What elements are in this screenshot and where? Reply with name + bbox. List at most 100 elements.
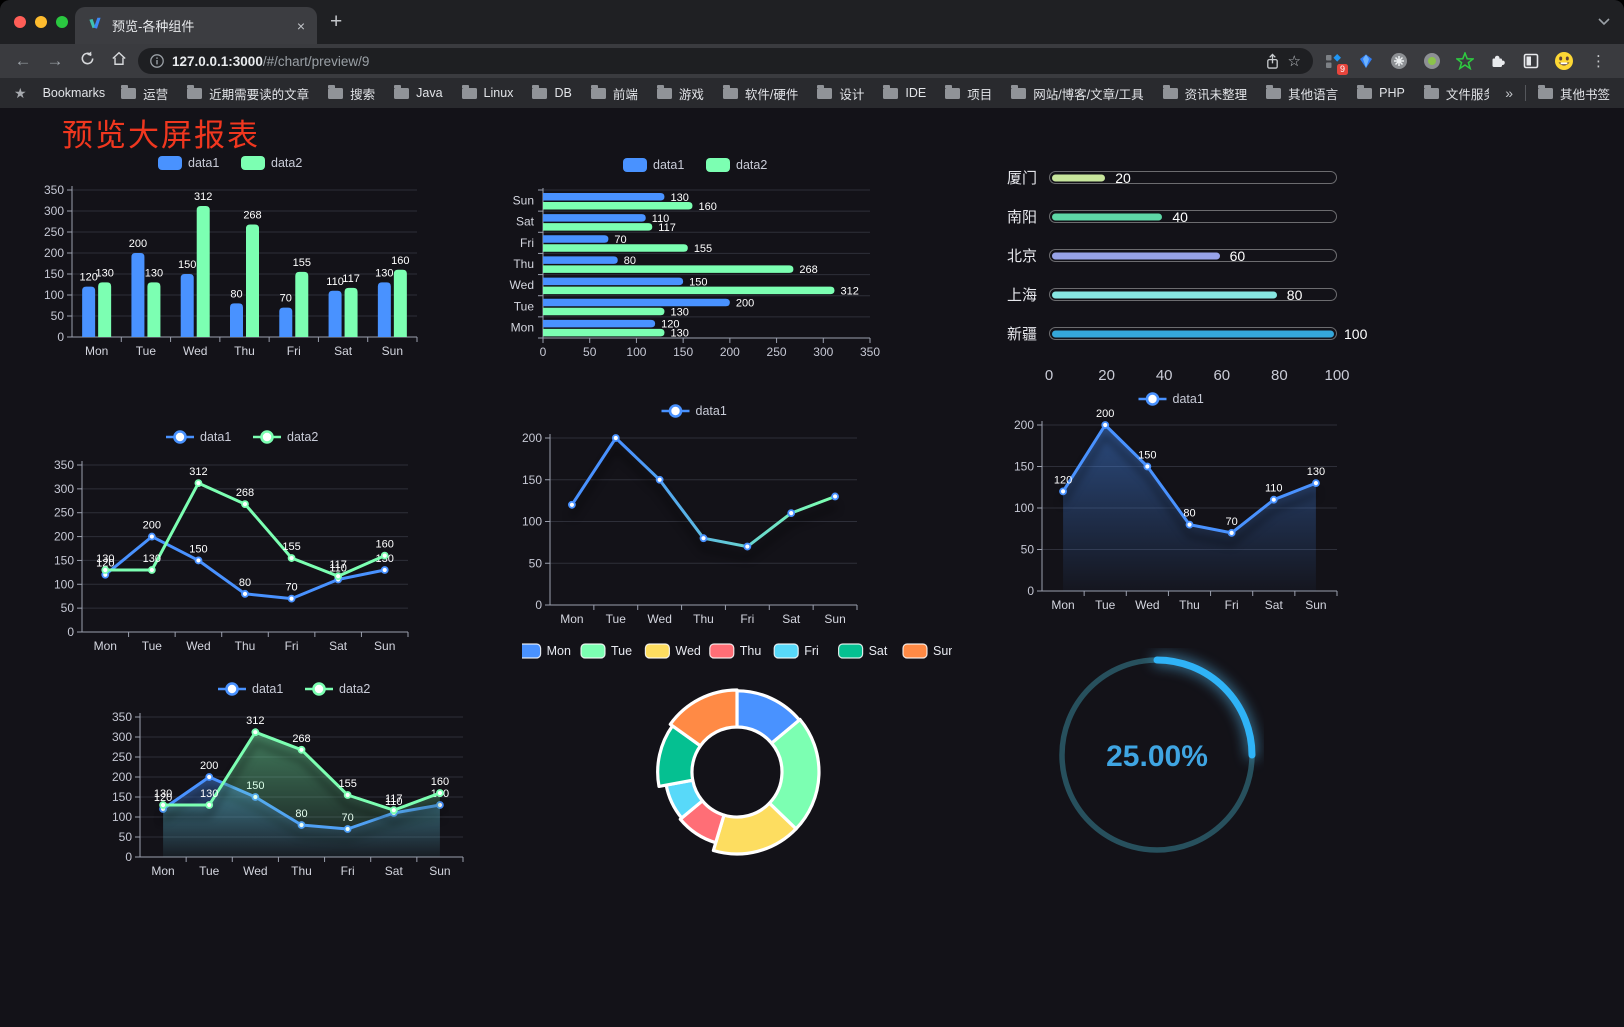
chart-line-two-series[interactable]: 0 50 100 150 200 250 300 350 Mon Tue Wed Thu Fri Sat S… xyxy=(42,423,422,658)
home-button[interactable] xyxy=(106,51,132,71)
folder-icon xyxy=(1162,84,1178,99)
command-extension-icon[interactable] xyxy=(1389,51,1409,71)
tab-close-button[interactable]: × xyxy=(296,17,305,34)
svg-text:120: 120 xyxy=(79,272,97,284)
svg-text:117: 117 xyxy=(658,222,676,234)
svg-text:70: 70 xyxy=(280,293,292,305)
svg-text:155: 155 xyxy=(282,541,300,553)
folder-icon xyxy=(1011,84,1027,99)
folder-icon xyxy=(187,84,203,99)
svg-text:Thu: Thu xyxy=(1179,598,1200,612)
svg-text:350: 350 xyxy=(112,710,132,724)
progress-fill xyxy=(1052,213,1163,220)
svg-text:0: 0 xyxy=(125,850,132,864)
chart-donut-rose[interactable]: Mon Tue Wed Thu Fri Sat Sun xyxy=(515,637,955,947)
bookmarks-star-icon[interactable]: ★ xyxy=(14,84,27,101)
browser-tab[interactable]: 预览-各种组件 × xyxy=(75,7,317,44)
extensions-puzzle-icon[interactable] xyxy=(1488,51,1508,71)
svg-text:120: 120 xyxy=(154,792,172,804)
svg-text:Mon: Mon xyxy=(1051,598,1074,612)
progress-fill xyxy=(1052,174,1106,181)
bookmark-folder-item[interactable]: 网站/博客/文章/工具 xyxy=(1011,84,1144,103)
progress-value: 80 xyxy=(1286,286,1303,303)
chart-horizontal-bar[interactable]: 0 50 100 150 200 250 300 350 Mon 120 130 Tue 200 130 W… xyxy=(503,152,893,364)
bookmarks-bar: ★ Bookmarks 运营 近期需要读的文章 搜索 Java Linux DB 前端 游戏软… xyxy=(0,78,1624,108)
address-bar[interactable]: 127.0.0.1:3000/#/chart/preview/9 ☆ xyxy=(138,48,1313,74)
svg-text:Fri: Fri xyxy=(1225,598,1239,612)
folder-icon xyxy=(722,84,738,99)
bookmark-folder-item[interactable]: 文件服务器 xyxy=(1423,84,1489,103)
progress-value: 100 xyxy=(1344,325,1368,342)
progress-label: 新疆 xyxy=(1006,326,1037,343)
svg-text:100: 100 xyxy=(626,345,646,359)
chart-area-single[interactable]: 0 50 100 150 200 Mon Tue Wed Thu Fri Sat Sun 120 200 1… xyxy=(980,390,1354,618)
svg-text:130: 130 xyxy=(96,553,114,565)
chart-line-gradient[interactable]: 0 50 100 150 200 Mon Tue Wed Thu Fri Sat Sun data1 xyxy=(500,401,874,631)
bookmark-folder-item[interactable]: 软件/硬件 xyxy=(722,84,798,103)
svg-text:Wed: Wed xyxy=(675,644,701,658)
svg-text:268: 268 xyxy=(243,209,261,221)
progress-track: 60 xyxy=(1049,248,1337,264)
other-bookmarks-folder[interactable]: 其他书签 xyxy=(1537,84,1610,103)
svg-text:Thu: Thu xyxy=(740,644,762,658)
bookmark-folder-item[interactable]: 前端 xyxy=(590,84,638,103)
svg-text:250: 250 xyxy=(112,750,132,764)
svg-text:Sun: Sun xyxy=(513,194,534,208)
svg-text:Fri: Fri xyxy=(520,236,534,250)
share-icon[interactable] xyxy=(1265,53,1280,70)
svg-text:100: 100 xyxy=(112,810,132,824)
record-extension-icon[interactable] xyxy=(1422,51,1442,71)
window-minimize-button[interactable] xyxy=(35,16,47,28)
bookmarks-overflow-chevron[interactable]: » xyxy=(1505,85,1513,101)
svg-text:data2: data2 xyxy=(736,158,767,172)
svg-text:80: 80 xyxy=(239,577,251,589)
bookmark-folder-item[interactable]: 其他语言 xyxy=(1266,84,1338,103)
bookmark-folder-item[interactable]: 运营 xyxy=(121,84,168,103)
forward-button[interactable]: → xyxy=(46,51,64,70)
svg-text:0: 0 xyxy=(535,598,542,612)
dark-mode-extension-icon[interactable] xyxy=(1521,51,1541,71)
profile-avatar-emoji[interactable] xyxy=(1554,51,1574,71)
site-info-icon[interactable] xyxy=(150,54,164,68)
new-tab-button[interactable]: + xyxy=(330,10,343,33)
bookmark-folder-item[interactable]: 项目 xyxy=(945,84,992,103)
svg-text:Tue: Tue xyxy=(136,344,157,358)
bookmark-folder-item[interactable]: 近期需要读的文章 xyxy=(187,84,309,103)
svg-text:Wed: Wed xyxy=(186,639,210,653)
bookmarks-label[interactable]: Bookmarks xyxy=(42,86,106,100)
bookmark-folder-item[interactable]: 游戏 xyxy=(656,84,704,103)
bookmark-folder-item[interactable]: DB xyxy=(532,84,572,100)
bookmark-folder-item[interactable]: 资讯未整理 xyxy=(1162,84,1247,103)
bookmark-star-icon[interactable]: ☆ xyxy=(1287,53,1301,70)
bookmark-folder-item[interactable]: PHP xyxy=(1357,84,1405,100)
window-zoom-button[interactable] xyxy=(56,16,68,28)
svg-text:Wed: Wed xyxy=(510,278,534,292)
svg-text:100: 100 xyxy=(522,515,542,529)
chart-progress-bars[interactable]: 厦门 20 南阳 40 北京 60 上海 80 新疆 100 0 20 40 60 80 100 xyxy=(995,158,1375,393)
gem-extension-icon[interactable] xyxy=(1356,51,1376,71)
bookmark-folder-item[interactable]: IDE xyxy=(883,84,926,100)
svg-text:100: 100 xyxy=(54,577,74,591)
bookmark-folder-item[interactable]: Linux xyxy=(461,84,513,100)
window-close-button[interactable] xyxy=(14,16,26,28)
back-button[interactable]: ← xyxy=(14,51,32,70)
svg-text:312: 312 xyxy=(194,191,212,203)
chart-grouped-bar[interactable]: 0 50 100 150 200 250 300 350 Mon Tue Wed Thu Fri Sat S… xyxy=(28,150,438,362)
bookmark-folder-item[interactable]: Java xyxy=(394,84,443,100)
tab-search-chevron-icon[interactable] xyxy=(1598,18,1610,26)
svg-text:80: 80 xyxy=(230,288,242,300)
svg-text:110: 110 xyxy=(1265,483,1283,495)
browser-menu-kebab-icon[interactable]: ⋮ xyxy=(1591,53,1606,70)
svg-text:200: 200 xyxy=(522,431,542,445)
extension-switcher-icon[interactable]: 9 xyxy=(1323,51,1348,75)
reload-button[interactable] xyxy=(74,51,100,71)
star-extension-icon[interactable] xyxy=(1455,51,1475,71)
svg-text:130: 130 xyxy=(1307,466,1325,478)
chart-line-area-two[interactable]: 0 50 100 150 200 250 300 350 Mon Tue Wed Thu Fri Sat S… xyxy=(100,678,478,906)
svg-text:data1: data1 xyxy=(188,156,219,170)
chart-gauge-ring[interactable]: 25.00% xyxy=(1050,648,1264,862)
svg-text:data2: data2 xyxy=(339,682,370,696)
bookmark-folder-item[interactable]: 设计 xyxy=(817,84,864,103)
bookmark-folder-item[interactable]: 搜索 xyxy=(328,84,375,103)
svg-text:Sat: Sat xyxy=(329,639,348,653)
